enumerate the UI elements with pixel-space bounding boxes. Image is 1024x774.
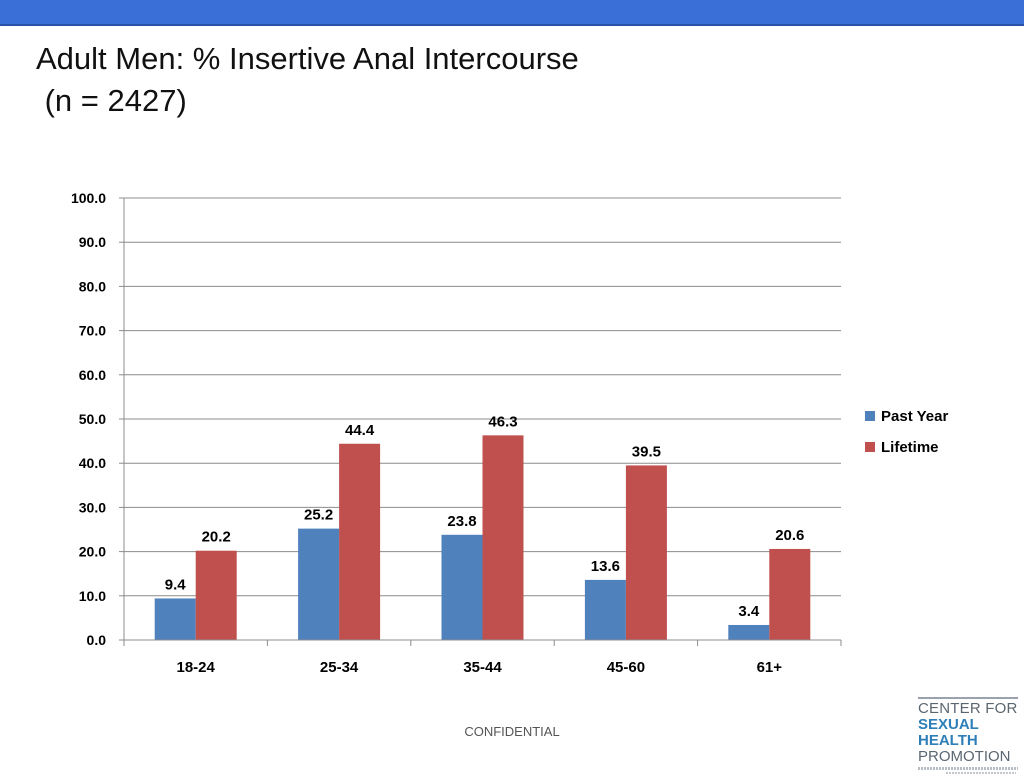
bar-past-year [154, 598, 196, 640]
logo-fine-print [918, 767, 1018, 770]
y-tick-label: 0.0 [87, 632, 107, 648]
y-tick-label: 10.0 [79, 588, 106, 604]
y-axis-ticks: 0.0 10.0 20.0 30.0 40.0 50.0 60.0 70.0 80.0 90.0 1… [71, 190, 124, 648]
bar-lifetime [339, 443, 381, 640]
top-banner [0, 0, 1024, 26]
logo-line1: CENTER FOR [918, 700, 1018, 717]
bar-lifetime [625, 465, 667, 640]
slide-title: Adult Men: % Insertive Anal Intercourse … [36, 38, 579, 122]
legend-label: Past Year [881, 408, 948, 425]
data-label: 20.6 [775, 527, 804, 544]
logo-line3: PROMOTION [918, 748, 1011, 765]
x-tick-label: 18-24 [177, 659, 216, 676]
data-label: 46.3 [488, 413, 517, 430]
y-tick-label: 20.0 [79, 544, 106, 560]
bar-lifetime [769, 548, 811, 640]
slide-title-line1: Adult Men: % Insertive Anal Intercourse [36, 41, 579, 76]
data-label: 3.4 [738, 603, 760, 620]
logo-line2: SEXUAL HEALTH [918, 716, 979, 749]
logo-rule [918, 697, 1018, 699]
bar-lifetime [195, 550, 237, 640]
bar-past-year [441, 534, 483, 640]
center-logo: CENTER FOR SEXUAL HEALTH PROMOTION [918, 697, 1018, 774]
x-tick-label: 45-60 [607, 659, 645, 676]
data-labels: 9.4 20.2 25.2 44.4 23.8 46.3 13.6 39.5 3.4 20.6 [165, 413, 805, 620]
y-tick-label: 100.0 [71, 190, 106, 206]
x-tick-label: 61+ [757, 659, 783, 676]
data-label: 20.2 [202, 529, 231, 546]
data-label: 23.8 [447, 513, 476, 530]
legend-swatch-lifetime [865, 442, 875, 452]
data-label: 25.2 [304, 507, 333, 524]
y-tick-label: 90.0 [79, 234, 106, 250]
y-tick-label: 30.0 [79, 499, 106, 515]
bar-past-year [584, 579, 626, 640]
data-label: 9.4 [165, 576, 187, 593]
axes [123, 198, 841, 641]
y-tick-label: 80.0 [79, 278, 106, 294]
data-label: 39.5 [632, 443, 661, 460]
x-tick-label: 25-34 [320, 659, 359, 676]
y-tick-label: 70.0 [79, 323, 106, 339]
legend-swatch-past-year [865, 411, 875, 421]
bar-past-year [298, 528, 340, 640]
y-tick-label: 40.0 [79, 455, 106, 471]
data-label: 44.4 [345, 422, 375, 439]
data-label: 13.6 [591, 558, 620, 575]
bars [154, 435, 811, 640]
x-axis-ticks: 18-24 25-34 35-44 45-60 61+ [123, 640, 842, 676]
bar-past-year [728, 624, 770, 640]
bar-lifetime [482, 435, 524, 640]
y-tick-label: 50.0 [79, 411, 106, 427]
y-tick-label: 60.0 [79, 367, 106, 383]
bar-chart: 0.0 10.0 20.0 30.0 40.0 50.0 60.0 70.0 80.0 90.0 1… [71, 190, 948, 676]
slide-title-line2: (n = 2427) [36, 83, 187, 118]
confidential-footer: CONFIDENTIAL [464, 724, 560, 739]
legend: Past Year Lifetime [865, 408, 948, 456]
legend-label: Lifetime [881, 439, 939, 456]
x-tick-label: 35-44 [463, 659, 502, 676]
